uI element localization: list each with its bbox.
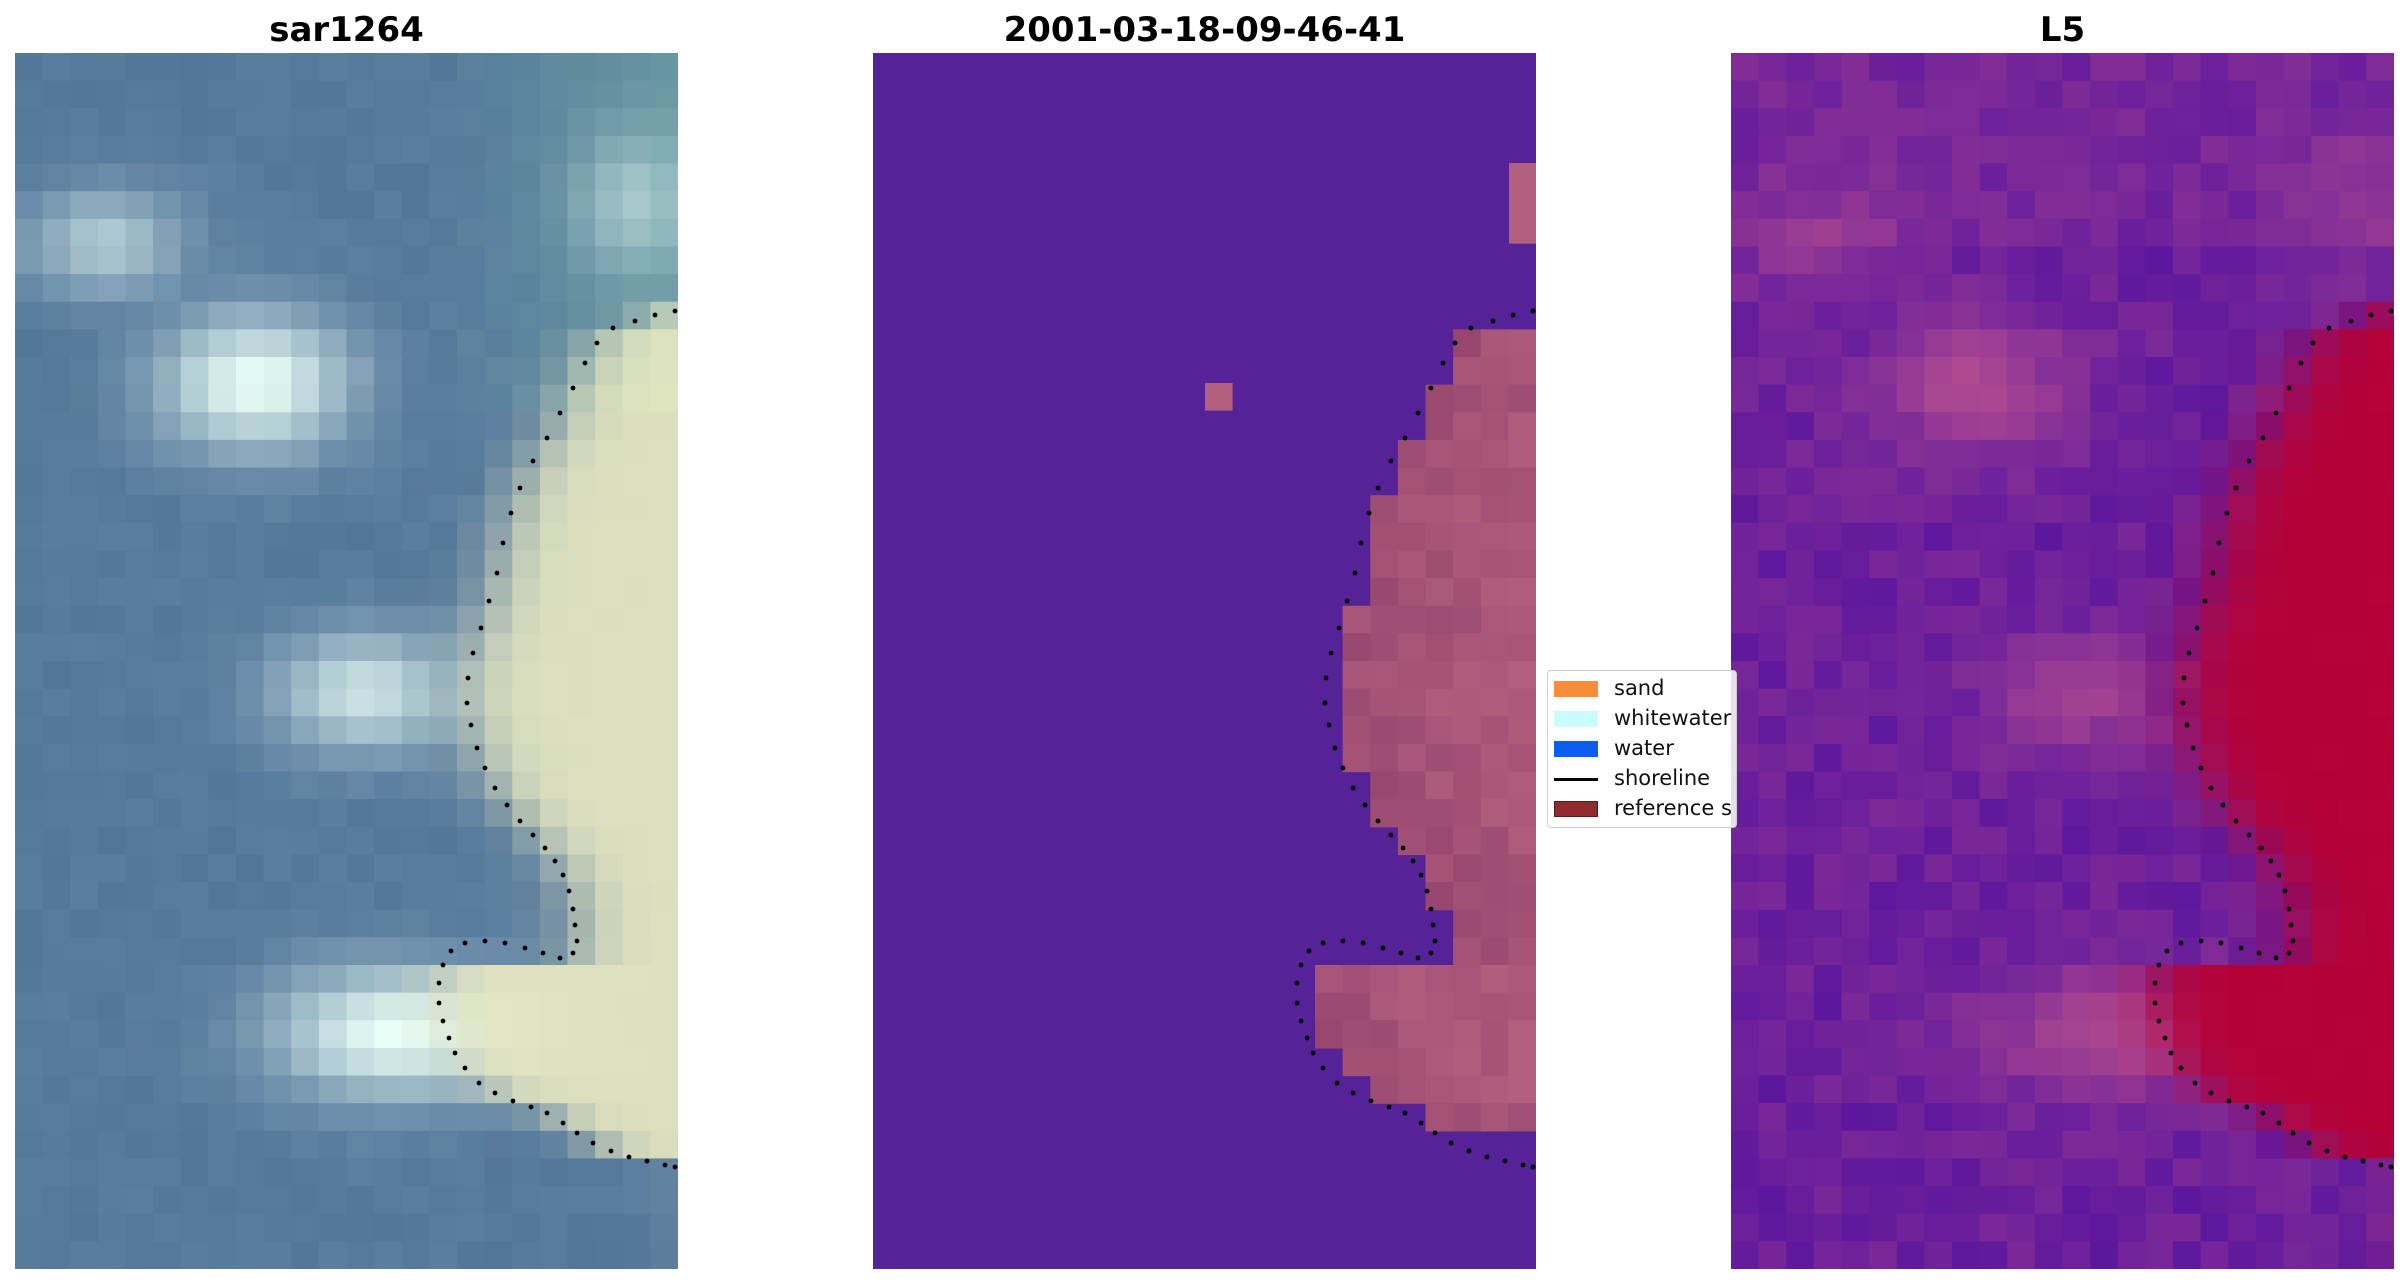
classification-panel [873, 53, 1536, 1269]
classification-raster [873, 53, 1536, 1269]
legend-item-shoreline: shoreline [1548, 763, 1736, 793]
shoreline-dots [1294, 308, 1536, 1170]
sand-swatch [1554, 681, 1598, 697]
legend-label-water: water [1614, 736, 1674, 760]
legend-item-whitewater: whitewater [1548, 703, 1736, 733]
whitewater-swatch [1554, 711, 1598, 727]
shoreline-line-sample [1554, 778, 1598, 781]
index-raster [1731, 53, 2394, 1269]
rgb-raster [15, 53, 678, 1269]
legend-label-reference: reference s [1614, 796, 1732, 820]
legend-label-sand: sand [1614, 676, 1665, 700]
panel-title-left: sar1264 [269, 10, 424, 50]
legend: sand whitewater water shoreline referenc… [1547, 670, 1737, 828]
index-image-panel [1731, 53, 2394, 1269]
legend-item-reference: reference s [1548, 793, 1736, 823]
panel-title-right: L5 [2039, 10, 2086, 50]
legend-item-sand: sand [1548, 673, 1736, 703]
shoreline-dots [436, 308, 678, 1170]
water-swatch [1554, 741, 1598, 757]
legend-label-whitewater: whitewater [1614, 706, 1732, 730]
legend-label-shoreline: shoreline [1614, 766, 1711, 790]
rgb-image-panel [15, 53, 678, 1269]
legend-item-water: water [1548, 733, 1736, 763]
shoreline-dots [2152, 308, 2394, 1170]
reference-swatch [1554, 801, 1598, 817]
panel-title-middle: 2001-03-18-09-46-41 [1003, 10, 1406, 50]
